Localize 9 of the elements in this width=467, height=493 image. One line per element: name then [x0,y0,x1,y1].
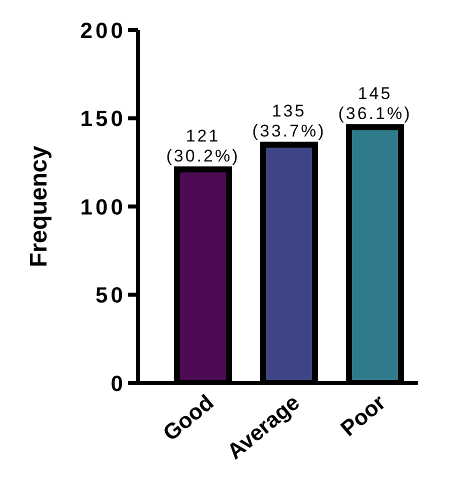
data-label: 121 (30.2%) [166,126,240,166]
y-tick-label: 100 [80,194,126,220]
y-tick-label: 50 [96,282,126,308]
data-label: 135 (33.7%) [252,102,326,141]
y-axis-title: Frequency [26,145,53,268]
y-tick-label: 0 [110,370,126,396]
data-label: 145 (36.1%) [338,84,412,124]
y-tick-label: 150 [80,106,126,132]
y-tick-label: 200 [80,18,126,43]
